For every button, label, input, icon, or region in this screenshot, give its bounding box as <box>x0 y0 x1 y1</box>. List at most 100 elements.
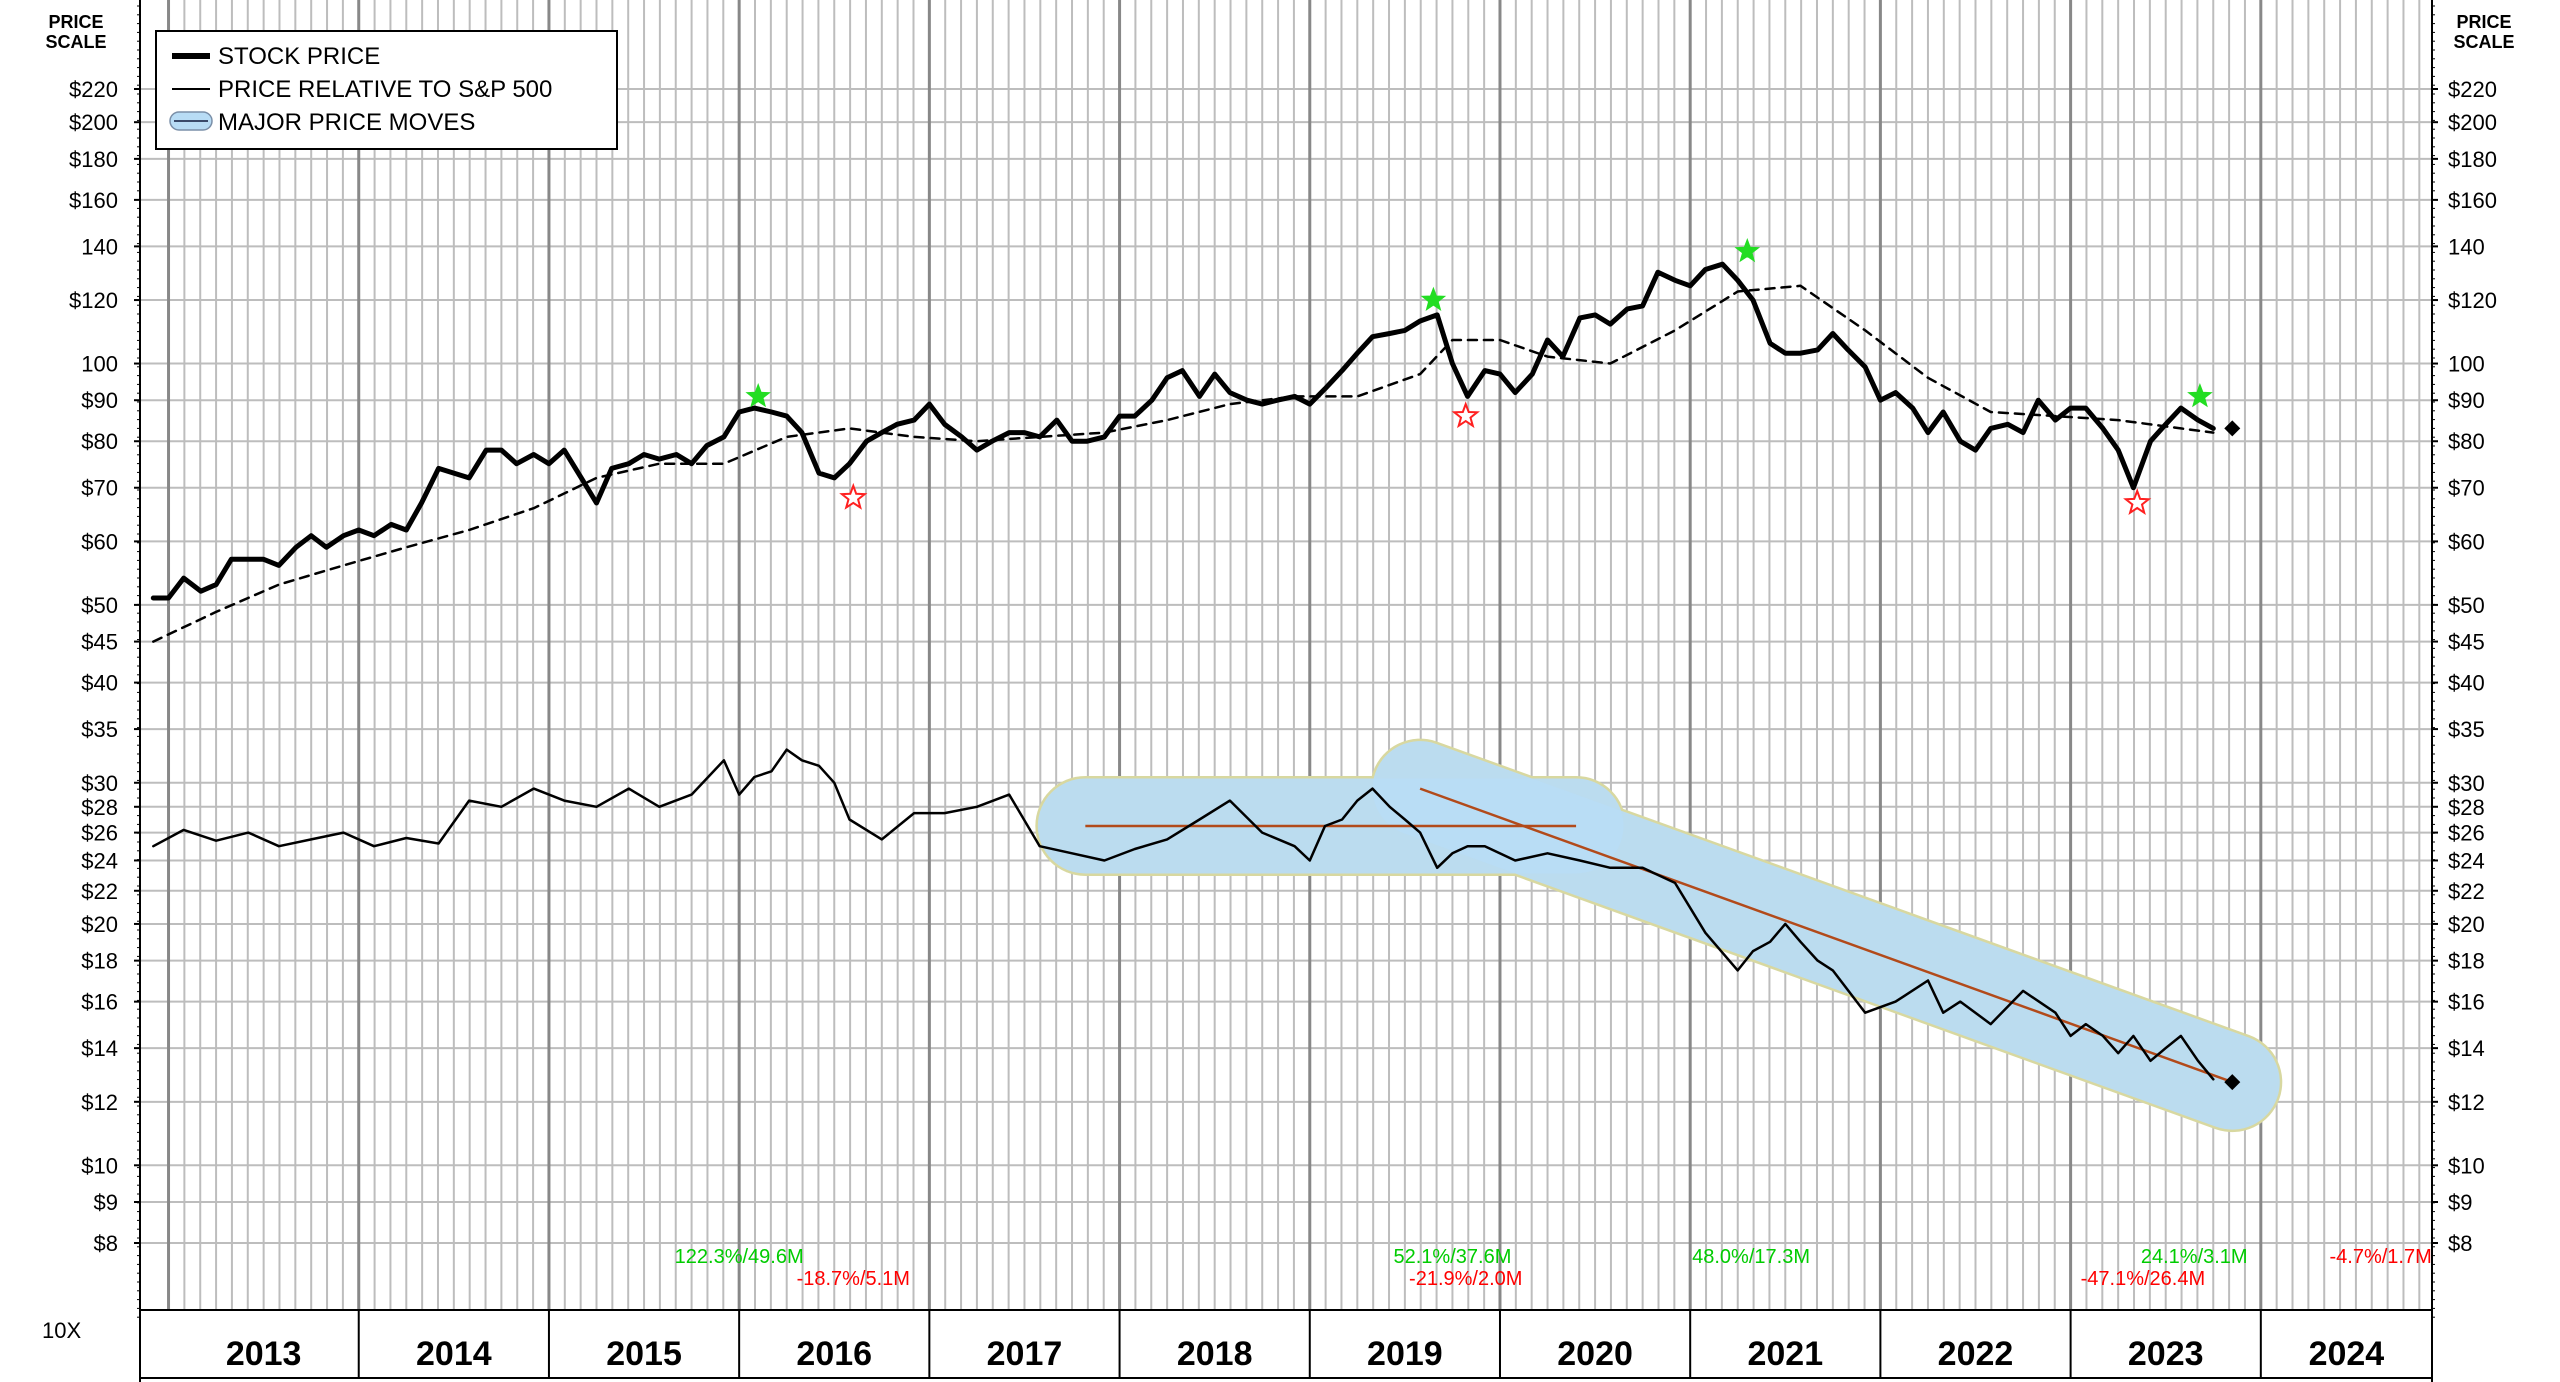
x-year-label: 2013 <box>226 1335 302 1373</box>
y-tick-label-left: $22 <box>81 879 118 904</box>
x-year-label: 2021 <box>1747 1335 1823 1373</box>
series-lines <box>150 261 2216 1081</box>
x-year-label: 2017 <box>987 1335 1063 1373</box>
y-tick-label-right: 100 <box>2448 352 2485 377</box>
y-tick-label-left: $24 <box>81 848 118 873</box>
low-star-marker <box>1451 401 1480 429</box>
stock-price-line <box>150 261 2216 601</box>
y-tick-label-left: $16 <box>81 990 118 1015</box>
y-tick-label-right: $220 <box>2448 77 2497 102</box>
high-star-marker <box>1420 286 1447 311</box>
y-axis-title-right: SCALE <box>2453 32 2514 52</box>
move-annotation: -21.9%/2.0M <box>1409 1268 1522 1290</box>
move-annotation: -4.7%/1.7M <box>2330 1246 2432 1268</box>
y-tick-label-right: $200 <box>2448 110 2497 135</box>
move-annotations: 122.3%/49.6M-18.7%/5.1M 52.1%/37.6M-21.9%… <box>675 1246 2432 1290</box>
low-star-marker <box>839 482 868 510</box>
y-axis-title-left: SCALE <box>45 32 106 52</box>
move-annotation: 52.1%/37.6M <box>1394 1246 1512 1268</box>
y-tick-label-right: $80 <box>2448 429 2485 454</box>
y-tick-label-left: $30 <box>81 771 118 796</box>
x-year-label: 2023 <box>2128 1335 2204 1373</box>
y-tick-label-right: $24 <box>2448 848 2485 873</box>
legend-box <box>155 30 618 150</box>
y-tick-label-right: $8 <box>2448 1231 2472 1256</box>
y-tick-label-left: $200 <box>69 110 118 135</box>
end-diamond-marker <box>2224 420 2241 437</box>
y-tick-label-left: $20 <box>81 912 118 937</box>
y-tick-label-right: $10 <box>2448 1153 2485 1178</box>
moving-average-line <box>152 284 2215 643</box>
y-tick-label-left: $50 <box>81 593 118 618</box>
y-tick-label-left: $90 <box>81 388 118 413</box>
end-diamond-marker <box>2224 1074 2241 1091</box>
y-tick-label-left: $40 <box>81 671 118 696</box>
move-annotation: -47.1%/26.4M <box>2081 1268 2206 1290</box>
chart-legend: STOCK PRICE PRICE RELATIVE TO S&P 500 MA… <box>155 30 618 150</box>
y-tick-label-left: $180 <box>69 147 118 172</box>
y-tick-label-right: $180 <box>2448 147 2497 172</box>
y-tick-label-right: $120 <box>2448 288 2497 313</box>
y-tick-label-right: $40 <box>2448 671 2485 696</box>
y-tick-label-right: 140 <box>2448 234 2485 259</box>
y-tick-label-right: $12 <box>2448 1090 2485 1115</box>
y-tick-label-right: $14 <box>2448 1036 2485 1061</box>
high-star-marker <box>2187 382 2213 408</box>
low-star-marker <box>2123 488 2152 516</box>
y-tick-label-right: $60 <box>2448 529 2485 554</box>
x-year-label: 2016 <box>796 1335 872 1373</box>
y-tick-label-left: $220 <box>69 77 118 102</box>
y-axis-title-left: PRICE <box>48 12 103 32</box>
y-tick-label-right: $45 <box>2448 630 2485 655</box>
y-tick-label-left: $14 <box>81 1036 118 1061</box>
chart-markers <box>745 237 2241 1091</box>
y-tick-label-right: $28 <box>2448 795 2485 820</box>
x-year-label: 2022 <box>1938 1335 2014 1373</box>
y-tick-label-right: $22 <box>2448 879 2485 904</box>
multiplier-label: 10X <box>42 1318 81 1343</box>
legend-label-major-moves: MAJOR PRICE MOVES <box>218 109 475 136</box>
move-annotation: 24.1%/3.1M <box>2141 1246 2248 1268</box>
high-star-marker <box>745 382 771 408</box>
y-tick-label-right: $16 <box>2448 990 2485 1015</box>
move-annotation: 48.0%/17.3M <box>1692 1246 1810 1268</box>
y-tick-label-right: $35 <box>2448 717 2485 742</box>
y-axis-title-right: PRICE <box>2456 12 2511 32</box>
y-tick-label-left: 100 <box>81 352 118 377</box>
y-tick-label-left: $26 <box>81 821 118 846</box>
y-tick-label-right: $160 <box>2448 188 2497 213</box>
y-tick-label-left: $9 <box>94 1190 118 1215</box>
y-tick-label-left: $160 <box>69 188 118 213</box>
x-year-label: 2019 <box>1367 1335 1443 1373</box>
x-year-label: 2020 <box>1557 1335 1633 1373</box>
x-year-label: 2024 <box>2309 1335 2385 1373</box>
x-year-label: 2018 <box>1177 1335 1253 1373</box>
y-tick-label-right: $9 <box>2448 1190 2472 1215</box>
y-tick-label-left: $12 <box>81 1090 118 1115</box>
move-annotation: -18.7%/5.1M <box>797 1268 910 1290</box>
y-tick-label-left: $45 <box>81 630 118 655</box>
y-tick-label-left: $10 <box>81 1153 118 1178</box>
y-tick-label-right: $70 <box>2448 476 2485 501</box>
y-tick-label-left: $28 <box>81 795 118 820</box>
y-tick-label-left: $18 <box>81 949 118 974</box>
y-tick-label-right: $50 <box>2448 593 2485 618</box>
y-tick-label-left: 140 <box>81 234 118 259</box>
y-tick-label-right: $18 <box>2448 949 2485 974</box>
y-tick-label-left: $70 <box>81 476 118 501</box>
move-annotation: 122.3%/49.6M <box>675 1246 804 1268</box>
y-tick-label-right: $20 <box>2448 912 2485 937</box>
legend-label-relative: PRICE RELATIVE TO S&P 500 <box>218 76 552 103</box>
y-tick-label-right: $90 <box>2448 388 2485 413</box>
y-tick-label-right: $26 <box>2448 821 2485 846</box>
y-tick-label-left: $8 <box>94 1231 118 1256</box>
x-year-label: 2014 <box>416 1335 492 1373</box>
relative-strength-line <box>152 748 2215 1081</box>
legend-label-stock-price: STOCK PRICE <box>218 43 380 70</box>
x-year-label: 2015 <box>606 1335 682 1373</box>
y-tick-label-right: $30 <box>2448 771 2485 796</box>
y-tick-label-left: $80 <box>81 429 118 454</box>
chart-axes: $8 $8 $9 $9 $10 $10 $12 $12 $14 $14 $16 $16 $18 $18 $2… <box>45 0 2515 1382</box>
